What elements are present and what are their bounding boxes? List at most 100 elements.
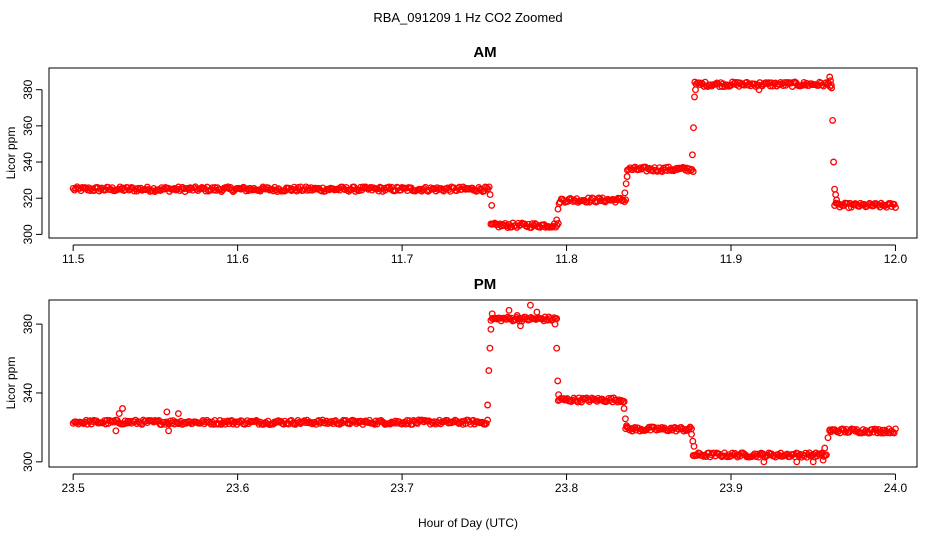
data-point [486, 344, 494, 352]
data-point [821, 444, 829, 452]
data-point [165, 427, 173, 435]
data-point [890, 200, 898, 208]
data-point [688, 430, 695, 438]
data-point [689, 168, 697, 175]
data-point [873, 429, 881, 437]
data-point [488, 310, 496, 318]
data-point [484, 401, 492, 409]
data-point [484, 416, 492, 424]
data-point [163, 408, 171, 416]
data-point [690, 124, 697, 132]
data-point [819, 456, 827, 464]
data-point [695, 79, 703, 87]
x-tick-label-am: 11.7 [391, 252, 414, 266]
x-tick-label-am: 11.9 [720, 252, 743, 266]
data-point [555, 391, 563, 399]
data-point [553, 344, 561, 352]
panel-title-am: AM [473, 44, 496, 61]
data-point [827, 81, 835, 89]
data-point [654, 167, 662, 175]
data-point [354, 418, 362, 425]
data-point [755, 86, 763, 94]
data-point [760, 458, 768, 466]
data-point [487, 325, 495, 333]
data-points-pm [69, 301, 899, 466]
data-point [174, 410, 182, 418]
data-point [112, 427, 120, 435]
axis-ticks-am: 11.5 11.6 11.7 11.8 11.9 12.0 300 320 340 360 380 [21, 79, 907, 266]
data-point [892, 425, 899, 433]
data-point [830, 158, 838, 166]
data-point [826, 427, 834, 435]
data-point [215, 420, 223, 428]
data-point [551, 320, 559, 328]
data-point [119, 405, 126, 412]
data-point [828, 84, 836, 92]
data-point [809, 458, 817, 466]
plot-frame-pm [48, 299, 918, 468]
data-point [376, 418, 384, 425]
x-axis-title: Hour of Day (UTC) [418, 516, 518, 530]
data-point [488, 201, 496, 209]
panel-am: AM Licor ppm 11.5 11.6 11.7 11.8 11.9 12.0 300… [4, 44, 918, 266]
x-tick-label-pm: 23.5 [61, 481, 85, 495]
figure-title: RBA_091209 1 Hz CO2 Zoomed [373, 10, 562, 25]
data-point [690, 442, 698, 450]
y-tick-label-am: 300 [21, 224, 35, 244]
data-point [827, 77, 834, 85]
data-point [824, 434, 832, 442]
data-point [485, 183, 493, 191]
data-point [691, 93, 698, 101]
y-tick-label-pm: 300 [21, 452, 35, 472]
data-point [890, 429, 898, 437]
data-point [553, 216, 561, 224]
y-tick-label-am: 320 [21, 188, 35, 208]
data-point [826, 73, 834, 81]
data-point [485, 367, 493, 375]
data-point [686, 423, 694, 431]
data-point [555, 200, 563, 208]
x-tick-label-pm: 23.7 [390, 481, 414, 495]
plot-frame-am [48, 67, 918, 239]
data-point [620, 398, 628, 405]
panel-title-pm: PM [474, 276, 497, 293]
y-tick-label-am: 380 [21, 79, 35, 99]
x-tick-label-pm: 23.9 [719, 481, 743, 495]
data-point [833, 196, 841, 204]
data-point [505, 306, 513, 314]
data-point [554, 205, 562, 213]
data-point [793, 458, 801, 466]
data-point [554, 219, 562, 227]
x-tick-label-pm: 23.8 [555, 481, 579, 495]
data-point [620, 405, 628, 412]
data-point [533, 308, 541, 316]
y-axis-title-am: Licor ppm [4, 127, 18, 180]
y-axis-title-pm: Licor ppm [4, 357, 18, 410]
data-point [486, 191, 494, 199]
y-tick-label-am: 360 [21, 116, 35, 136]
x-tick-label-am: 12.0 [884, 252, 908, 266]
x-tick-label-am: 11.8 [555, 252, 578, 266]
data-point [526, 301, 534, 309]
panel-pm: PM Licor ppm 23.5 23.6 23.7 23.8 23.9 24.0 300… [4, 276, 918, 495]
x-tick-label-pm: 24.0 [884, 481, 908, 495]
data-point [517, 322, 524, 330]
y-tick-label-pm: 380 [21, 314, 35, 334]
x-tick-label-am: 11.5 [62, 252, 85, 266]
data-points-am [69, 73, 899, 232]
x-tick-label-am: 11.6 [226, 252, 249, 266]
data-point [829, 116, 837, 124]
data-point [619, 196, 627, 204]
data-point [621, 189, 629, 197]
data-point [692, 86, 699, 94]
data-point [616, 398, 624, 406]
y-tick-label-am: 340 [21, 152, 35, 172]
data-point [622, 180, 630, 188]
data-point [513, 312, 521, 319]
data-point [831, 185, 839, 193]
data-point [832, 191, 840, 199]
y-tick-label-pm: 340 [21, 383, 35, 403]
data-point [115, 410, 123, 418]
data-point [685, 425, 693, 432]
